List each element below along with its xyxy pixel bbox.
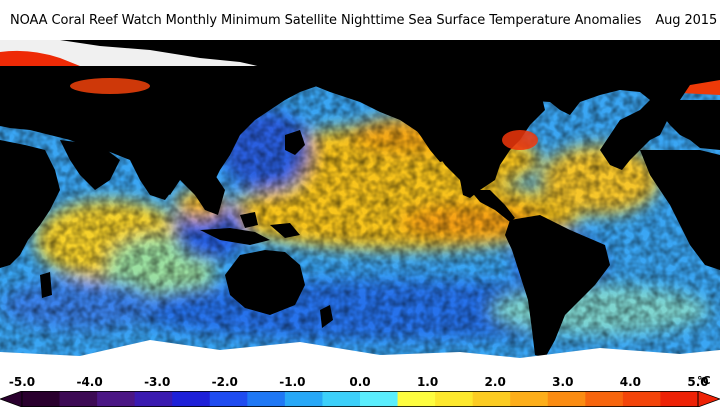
colorbar-segment bbox=[660, 391, 699, 407]
legend-tick-label: 5.0 bbox=[687, 375, 709, 389]
colorbar-arrow-right bbox=[697, 391, 720, 407]
colorbar-segment bbox=[172, 391, 211, 407]
colorbar-segment bbox=[322, 391, 361, 407]
colorbar-segment bbox=[360, 391, 399, 407]
map-svg bbox=[0, 40, 720, 370]
color-legend: -5.0 -4.0 -3.0 -2.0 -1.0 0.0 1.0 2.0 3.0 4.0 5.0 °… bbox=[0, 372, 720, 411]
colorbar-frame bbox=[21, 391, 699, 407]
legend-tick-label: 3.0 bbox=[552, 375, 574, 389]
hotspot-patch bbox=[70, 78, 150, 94]
colorbar-segment bbox=[97, 391, 136, 407]
colorbar-segment bbox=[397, 391, 436, 407]
colorbar-segment bbox=[59, 391, 98, 407]
legend-tick-label: -4.0 bbox=[76, 375, 103, 389]
colorbar-segment bbox=[510, 391, 549, 407]
legend-tick-label: 4.0 bbox=[619, 375, 642, 389]
land bbox=[0, 40, 720, 358]
colorbar-arrow-left bbox=[0, 391, 23, 407]
colorbar-segment bbox=[547, 391, 586, 407]
colorbar-segment bbox=[22, 391, 61, 407]
hotspot-patch bbox=[502, 130, 538, 150]
map-title: NOAA Coral Reef Watch Monthly Minimum Sa… bbox=[10, 13, 717, 28]
colorbar-segment bbox=[134, 391, 173, 407]
legend-tick-label: -5.0 bbox=[8, 375, 36, 389]
title-text: NOAA Coral Reef Watch Monthly Minimum Sa… bbox=[10, 13, 642, 28]
colorbar-segment bbox=[585, 391, 624, 407]
legend-tick-label: 2.0 bbox=[484, 375, 506, 389]
title-date: Aug 2015 bbox=[655, 13, 718, 28]
colorbar-segment bbox=[247, 391, 286, 407]
legend-tick-label: -3.0 bbox=[144, 375, 171, 389]
legend-tick-label: 1.0 bbox=[416, 375, 439, 389]
colorbar-segment bbox=[209, 391, 248, 407]
antarctica bbox=[0, 340, 720, 370]
colorbar bbox=[0, 391, 720, 407]
colorbar-segment bbox=[435, 391, 474, 407]
legend-unit: °C bbox=[697, 374, 711, 387]
legend-tick-label: -1.0 bbox=[279, 375, 306, 389]
colorbar-segment bbox=[284, 391, 323, 407]
anomaly-map bbox=[0, 40, 720, 370]
legend-tick-label: -2.0 bbox=[211, 375, 238, 389]
legend-tick-label: 0.0 bbox=[349, 375, 371, 389]
colorbar-segment bbox=[472, 391, 511, 407]
colorbar-segment bbox=[622, 391, 661, 407]
